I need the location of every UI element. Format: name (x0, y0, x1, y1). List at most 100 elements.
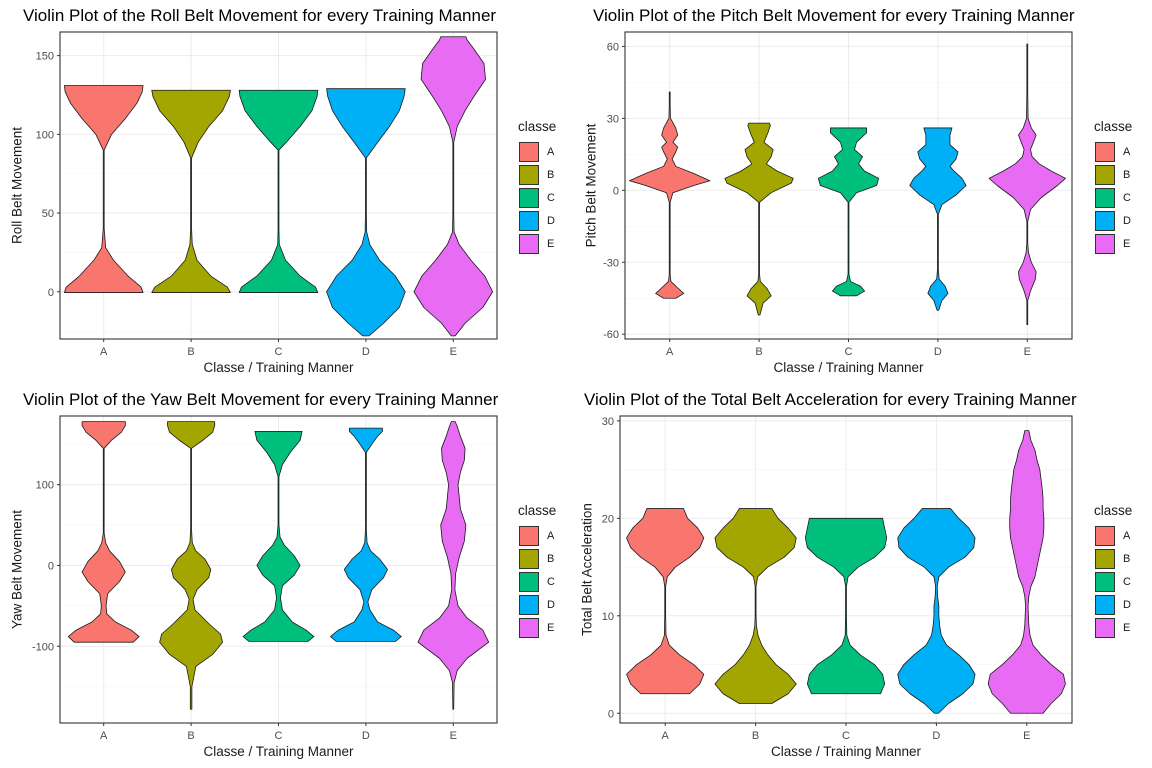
legend-label: B (1123, 168, 1131, 181)
chart-title: Violin Plot of the Total Belt Accelerati… (584, 390, 1077, 409)
legend-swatch (519, 594, 539, 615)
legend-label: D (547, 214, 555, 227)
y-tick-label: 20 (602, 513, 614, 525)
x-tick-label: E (450, 730, 457, 742)
legend-label: E (547, 621, 555, 634)
violin-d (326, 88, 406, 337)
y-axis-label: Pitch Belt Movement (583, 123, 599, 248)
x-tick-label: C (275, 730, 283, 742)
violin-a (629, 91, 711, 299)
legend-swatch-wrap (1094, 616, 1116, 639)
legend-item-a: A (1094, 524, 1132, 547)
legend-swatch (1095, 210, 1115, 231)
legend-label: B (1123, 552, 1131, 565)
legend-swatch-wrap (1094, 547, 1116, 570)
legend-item-b: B (518, 547, 556, 570)
legend-swatch-wrap (1094, 163, 1116, 186)
legend-swatch-wrap (1094, 593, 1116, 616)
y-tick-label: -30 (603, 257, 619, 269)
plot-area: 0 50 100 150 A B C D E (36, 31, 498, 358)
x-tick-label: E (1024, 346, 1031, 358)
legend-label: A (1123, 529, 1131, 542)
chart-panel-yaw: Violin Plot of the Yaw Belt Movement for… (0, 384, 576, 768)
violin-d (909, 127, 967, 311)
legend-item-d: D (518, 209, 556, 232)
x-tick-label: D (362, 346, 370, 358)
legend-label: E (547, 237, 555, 250)
legend-item-c: C (1094, 186, 1132, 209)
legend-label: B (547, 552, 555, 565)
legend-item-a: A (518, 524, 556, 547)
x-tick-label: A (100, 730, 108, 742)
legend-label: D (1123, 214, 1131, 227)
violins (626, 430, 1066, 714)
y-axis: -100 0 100 (32, 480, 60, 653)
legend-swatch (519, 141, 539, 162)
legend-item-c: C (1094, 570, 1132, 593)
x-tick-label: D (932, 730, 940, 742)
legend-item-a: A (1094, 140, 1132, 163)
violin-c (238, 89, 319, 293)
x-axis-label: Classe / Training Manner (770, 744, 922, 759)
violin-e (988, 43, 1066, 326)
legend-label: C (547, 575, 555, 588)
violin-a (67, 421, 140, 643)
x-tick-label: B (187, 346, 194, 358)
chart-panel-pitch: Violin Plot of the Pitch Belt Movement f… (576, 0, 1152, 384)
legend-swatch (519, 571, 539, 592)
x-tick-label: C (845, 346, 853, 358)
x-tick-label: A (100, 346, 108, 358)
x-axis: A B C D E (100, 723, 457, 742)
x-tick-label: B (755, 346, 762, 358)
violin-c (817, 127, 880, 297)
legend-swatch-wrap (518, 209, 540, 232)
legend-swatch (1095, 571, 1115, 592)
y-tick-label: 100 (36, 480, 54, 492)
violin-d (897, 508, 976, 714)
violin-e (413, 36, 494, 337)
legend-item-d: D (1094, 593, 1132, 616)
y-axis-label: Roll Belt Movement (9, 126, 25, 245)
legend-swatch (1095, 233, 1115, 254)
legend-label: A (547, 145, 555, 158)
x-tick-label: E (1023, 730, 1030, 742)
x-axis: A B C D E (662, 723, 1030, 742)
legend-swatch-wrap (1094, 140, 1116, 163)
legend-label: A (547, 529, 555, 542)
legend-label: B (547, 168, 555, 181)
y-tick-label: 60 (607, 41, 619, 53)
x-axis-label: Classe / Training Manner (773, 360, 924, 375)
legend-label: E (1123, 621, 1131, 634)
legend-swatch-wrap (1094, 570, 1116, 593)
legend-swatch (1095, 617, 1115, 638)
y-tick-label: 50 (42, 208, 54, 220)
legend-swatch-wrap (518, 616, 540, 639)
legend-swatch (1095, 594, 1115, 615)
y-tick-label: 10 (602, 611, 614, 623)
violin-b (159, 421, 223, 710)
x-tick-label: D (934, 346, 942, 358)
legend-item-b: B (1094, 547, 1132, 570)
violin-a (626, 508, 705, 695)
legend-item-c: C (518, 570, 556, 593)
violins (629, 43, 1066, 326)
y-axis: 0 10 20 30 (602, 416, 620, 720)
legend-swatch (1095, 164, 1115, 185)
y-tick-label: -60 (603, 329, 619, 341)
legend-title: classe (518, 503, 557, 518)
legend-title: classe (1094, 503, 1133, 518)
violin-e (987, 430, 1066, 714)
legend-swatch (1095, 141, 1115, 162)
violin-d (330, 427, 402, 642)
legend-item-a: A (518, 140, 556, 163)
y-tick-label: 30 (607, 113, 619, 125)
legend-label: D (547, 598, 555, 611)
violin-c (804, 517, 888, 695)
legend-swatch (519, 548, 539, 569)
legend-swatch-wrap (518, 570, 540, 593)
y-axis-label: Total Belt Acceleration (579, 503, 595, 636)
